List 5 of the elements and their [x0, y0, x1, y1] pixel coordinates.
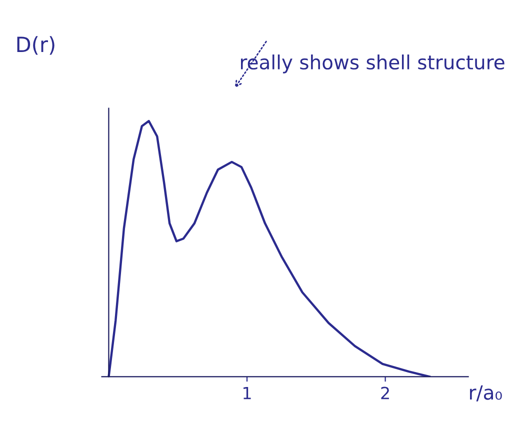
y-axis-title: D(r)	[17, 36, 54, 55]
x-tick-label: 2	[381, 386, 389, 400]
text: really shows shell structure	[240, 54, 504, 74]
x-axis-title: r/a₀	[470, 385, 502, 402]
x-tick-label: 1	[244, 386, 251, 400]
